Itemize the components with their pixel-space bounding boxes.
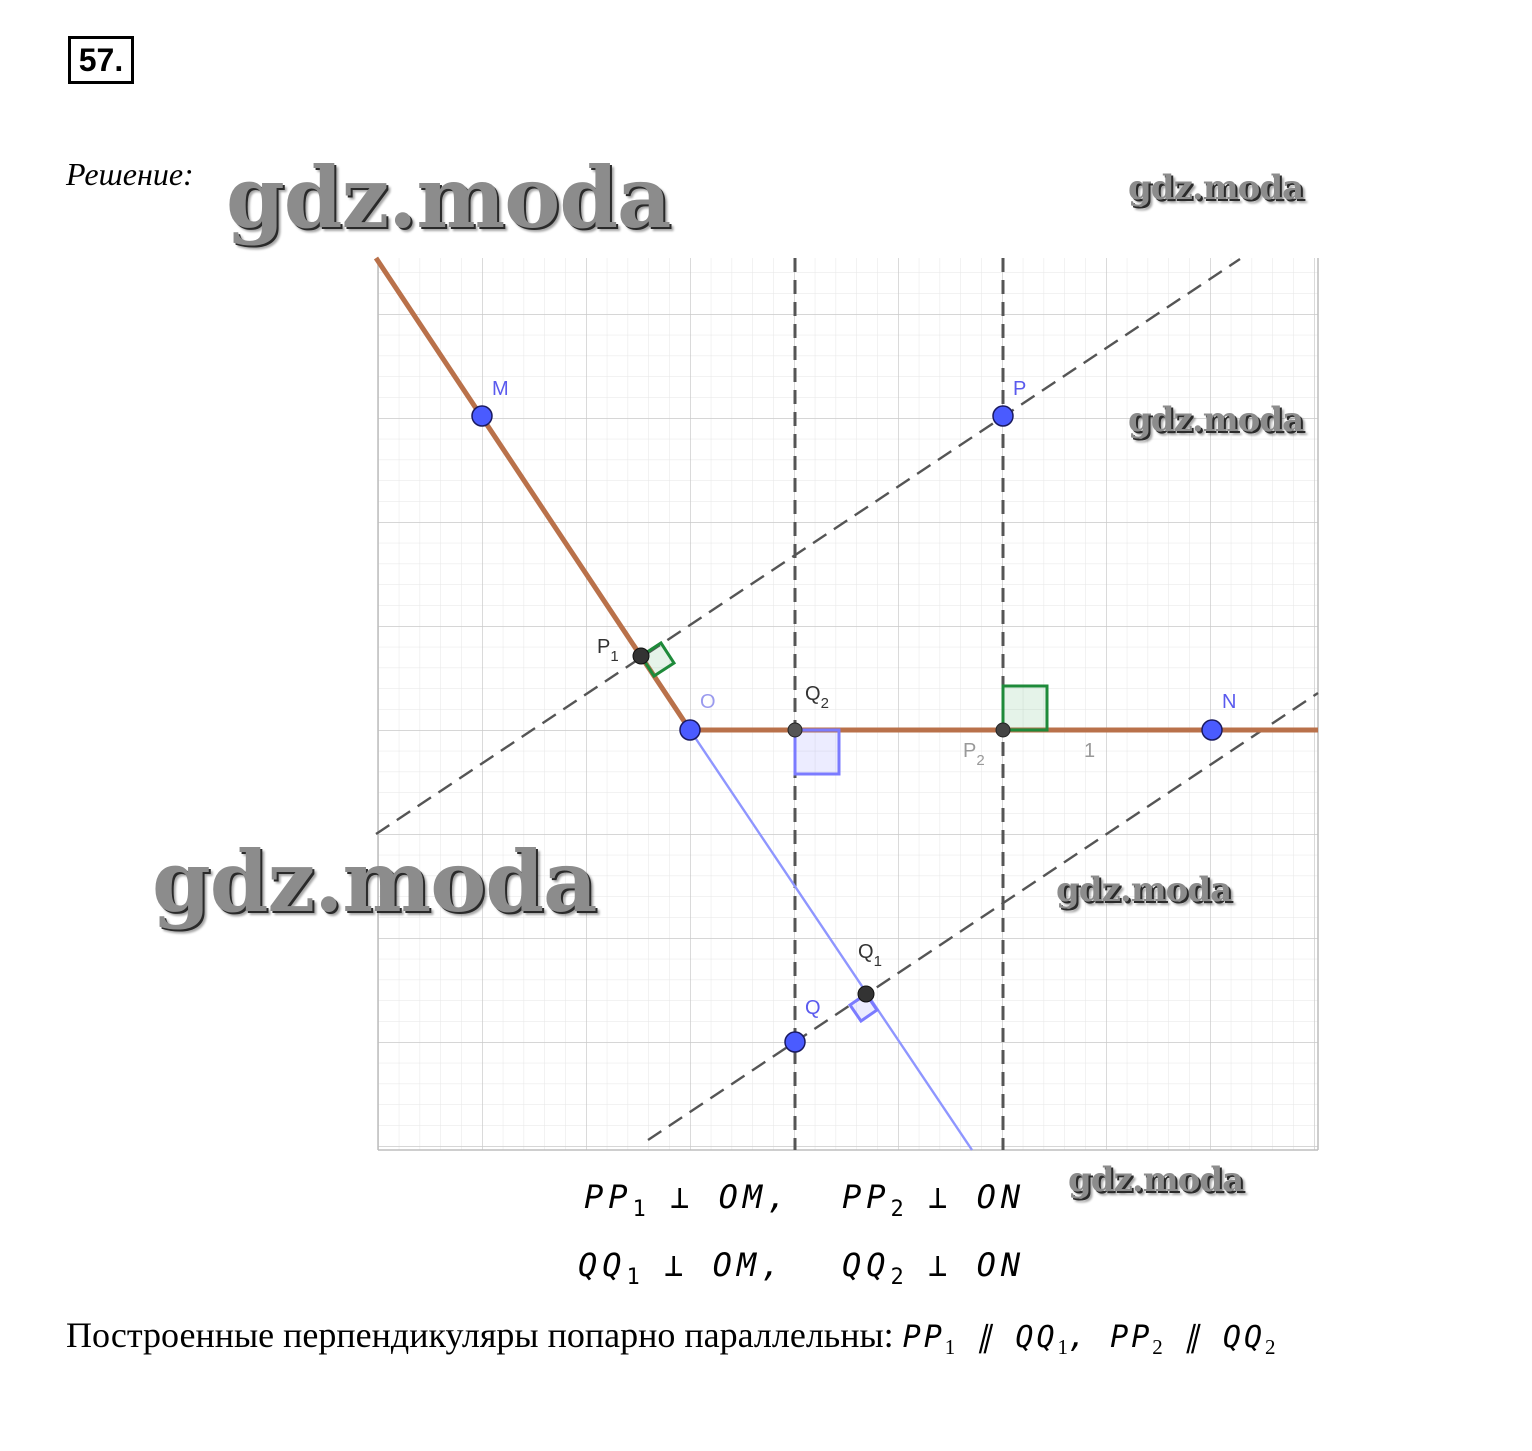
watermark-top-right: gdz.moda [1128,168,1304,208]
formula-pp1-perp-om: PP1 ⊥ OM, [584,1178,792,1222]
label-m: M [492,378,509,400]
solution-label: Решение: [66,156,194,192]
label-n: N [1222,691,1236,713]
point-p2 [995,722,1011,738]
watermark-mid-right: gdz.moda [1128,400,1304,440]
dashed-line-through-p [375,258,1241,835]
right-angle-q2 [793,728,841,776]
point-p [992,405,1014,427]
label-stray: 1 [1084,740,1095,762]
formula-pp2-perp-on: PP2 ⊥ ON [842,1178,1026,1222]
point-q1 [857,985,875,1003]
conclusion-text: Построенные перпендикуляры попарно парал… [66,1315,1276,1359]
om-extension-line [689,729,973,1151]
point-n [1201,719,1223,741]
point-q [784,1031,806,1053]
watermark-lower-right: gdz.moda [1056,870,1232,910]
grid [378,258,1318,1150]
label-q2: Q2 [805,683,829,712]
dashed-line-through-q [647,692,1319,1141]
watermark-bottom-right: gdz.moda [1068,1160,1244,1200]
problem-number: 57. [68,36,134,84]
right-angle-p1 [638,640,677,679]
label-p2: P2 [963,740,985,769]
point-o [679,719,701,741]
point-p1 [632,647,650,665]
point-q2 [787,722,803,738]
formula-qq1-perp-om: QQ1 ⊥ OM, [578,1246,786,1290]
label-p: P [1013,378,1026,400]
right-angle-p2 [1001,684,1049,732]
label-q1: Q1 [858,941,882,970]
label-p1: P1 [597,636,619,665]
label-o: O [700,691,716,713]
watermark-mid-left: gdz.moda [152,832,597,931]
watermark-top-left: gdz.moda [226,148,671,247]
label-q: Q [805,997,821,1019]
point-m [471,405,493,427]
formula-qq2-perp-on: QQ2 ⊥ ON [842,1246,1026,1290]
